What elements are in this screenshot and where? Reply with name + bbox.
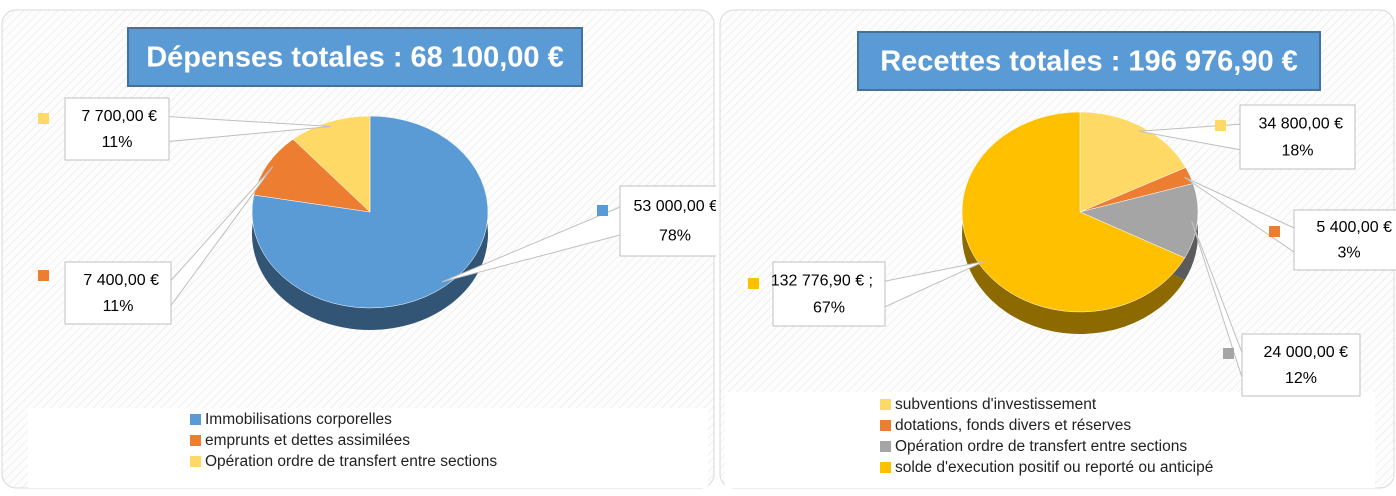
data-label: 7 400,00 € <box>83 272 159 289</box>
legend-area <box>28 408 708 488</box>
data-label-box <box>64 261 172 325</box>
title-box <box>857 31 1321 91</box>
pie-slice <box>1079 183 1199 259</box>
legend-label: Immobilisations corporelles <box>205 411 392 428</box>
label-marker <box>1223 348 1234 359</box>
data-label: 53 000,00 € <box>633 198 718 215</box>
data-label-box <box>1241 333 1361 397</box>
data-label: 7 700,00 € <box>81 108 157 125</box>
legend-swatch <box>880 399 891 410</box>
data-label: 34 800,00 € <box>1258 115 1343 132</box>
data-percent: 11% <box>102 134 133 151</box>
pie-slice <box>292 115 371 213</box>
chart-title: Recettes totales : 196 976,90 € <box>880 46 1298 78</box>
data-label: 24 000,00 € <box>1263 344 1348 361</box>
pie-slice <box>1079 111 1187 213</box>
legend-swatch <box>880 462 891 473</box>
legend-label: Opération ordre de transfert entre secti… <box>895 438 1187 455</box>
data-percent: 78% <box>659 228 691 245</box>
data-percent: 18% <box>1281 142 1313 159</box>
label-marker <box>38 270 49 281</box>
data-label: 132 776,90 € ; <box>771 272 873 289</box>
legend-label: Opération ordre de transfert entre secti… <box>205 453 497 470</box>
label-marker <box>1215 120 1226 131</box>
legend-label: subventions d'investissement <box>895 396 1097 413</box>
data-label-box <box>1239 104 1356 170</box>
label-marker <box>38 113 49 124</box>
data-label-box <box>64 97 170 161</box>
data-percent: 12% <box>1285 370 1317 387</box>
data-label-box <box>619 185 716 257</box>
data-label-box <box>772 261 886 327</box>
legend-label: solde d'execution positif ou reporté ou … <box>895 459 1213 476</box>
data-percent: 67% <box>813 299 845 316</box>
data-label-box <box>1293 209 1396 271</box>
title-box <box>127 27 583 87</box>
pie-slice <box>253 138 371 213</box>
legend-label: emprunts et dettes assimilées <box>205 432 410 449</box>
legend-swatch <box>880 441 891 452</box>
chart-title: Dépenses totales : 68 100,00 € <box>146 42 564 74</box>
legend-swatch <box>880 420 891 431</box>
label-marker <box>748 278 759 289</box>
label-marker <box>1269 226 1280 237</box>
data-percent: 3% <box>1337 244 1360 261</box>
data-percent: 11% <box>103 298 134 315</box>
legend-area <box>725 392 1375 488</box>
data-label: 5 400,00 € <box>1316 219 1392 236</box>
label-marker <box>597 205 608 216</box>
legend-swatch <box>190 435 201 446</box>
legend-swatch <box>190 456 201 467</box>
legend-swatch <box>190 414 201 425</box>
legend-label: dotations, fonds divers et réserves <box>895 417 1131 434</box>
